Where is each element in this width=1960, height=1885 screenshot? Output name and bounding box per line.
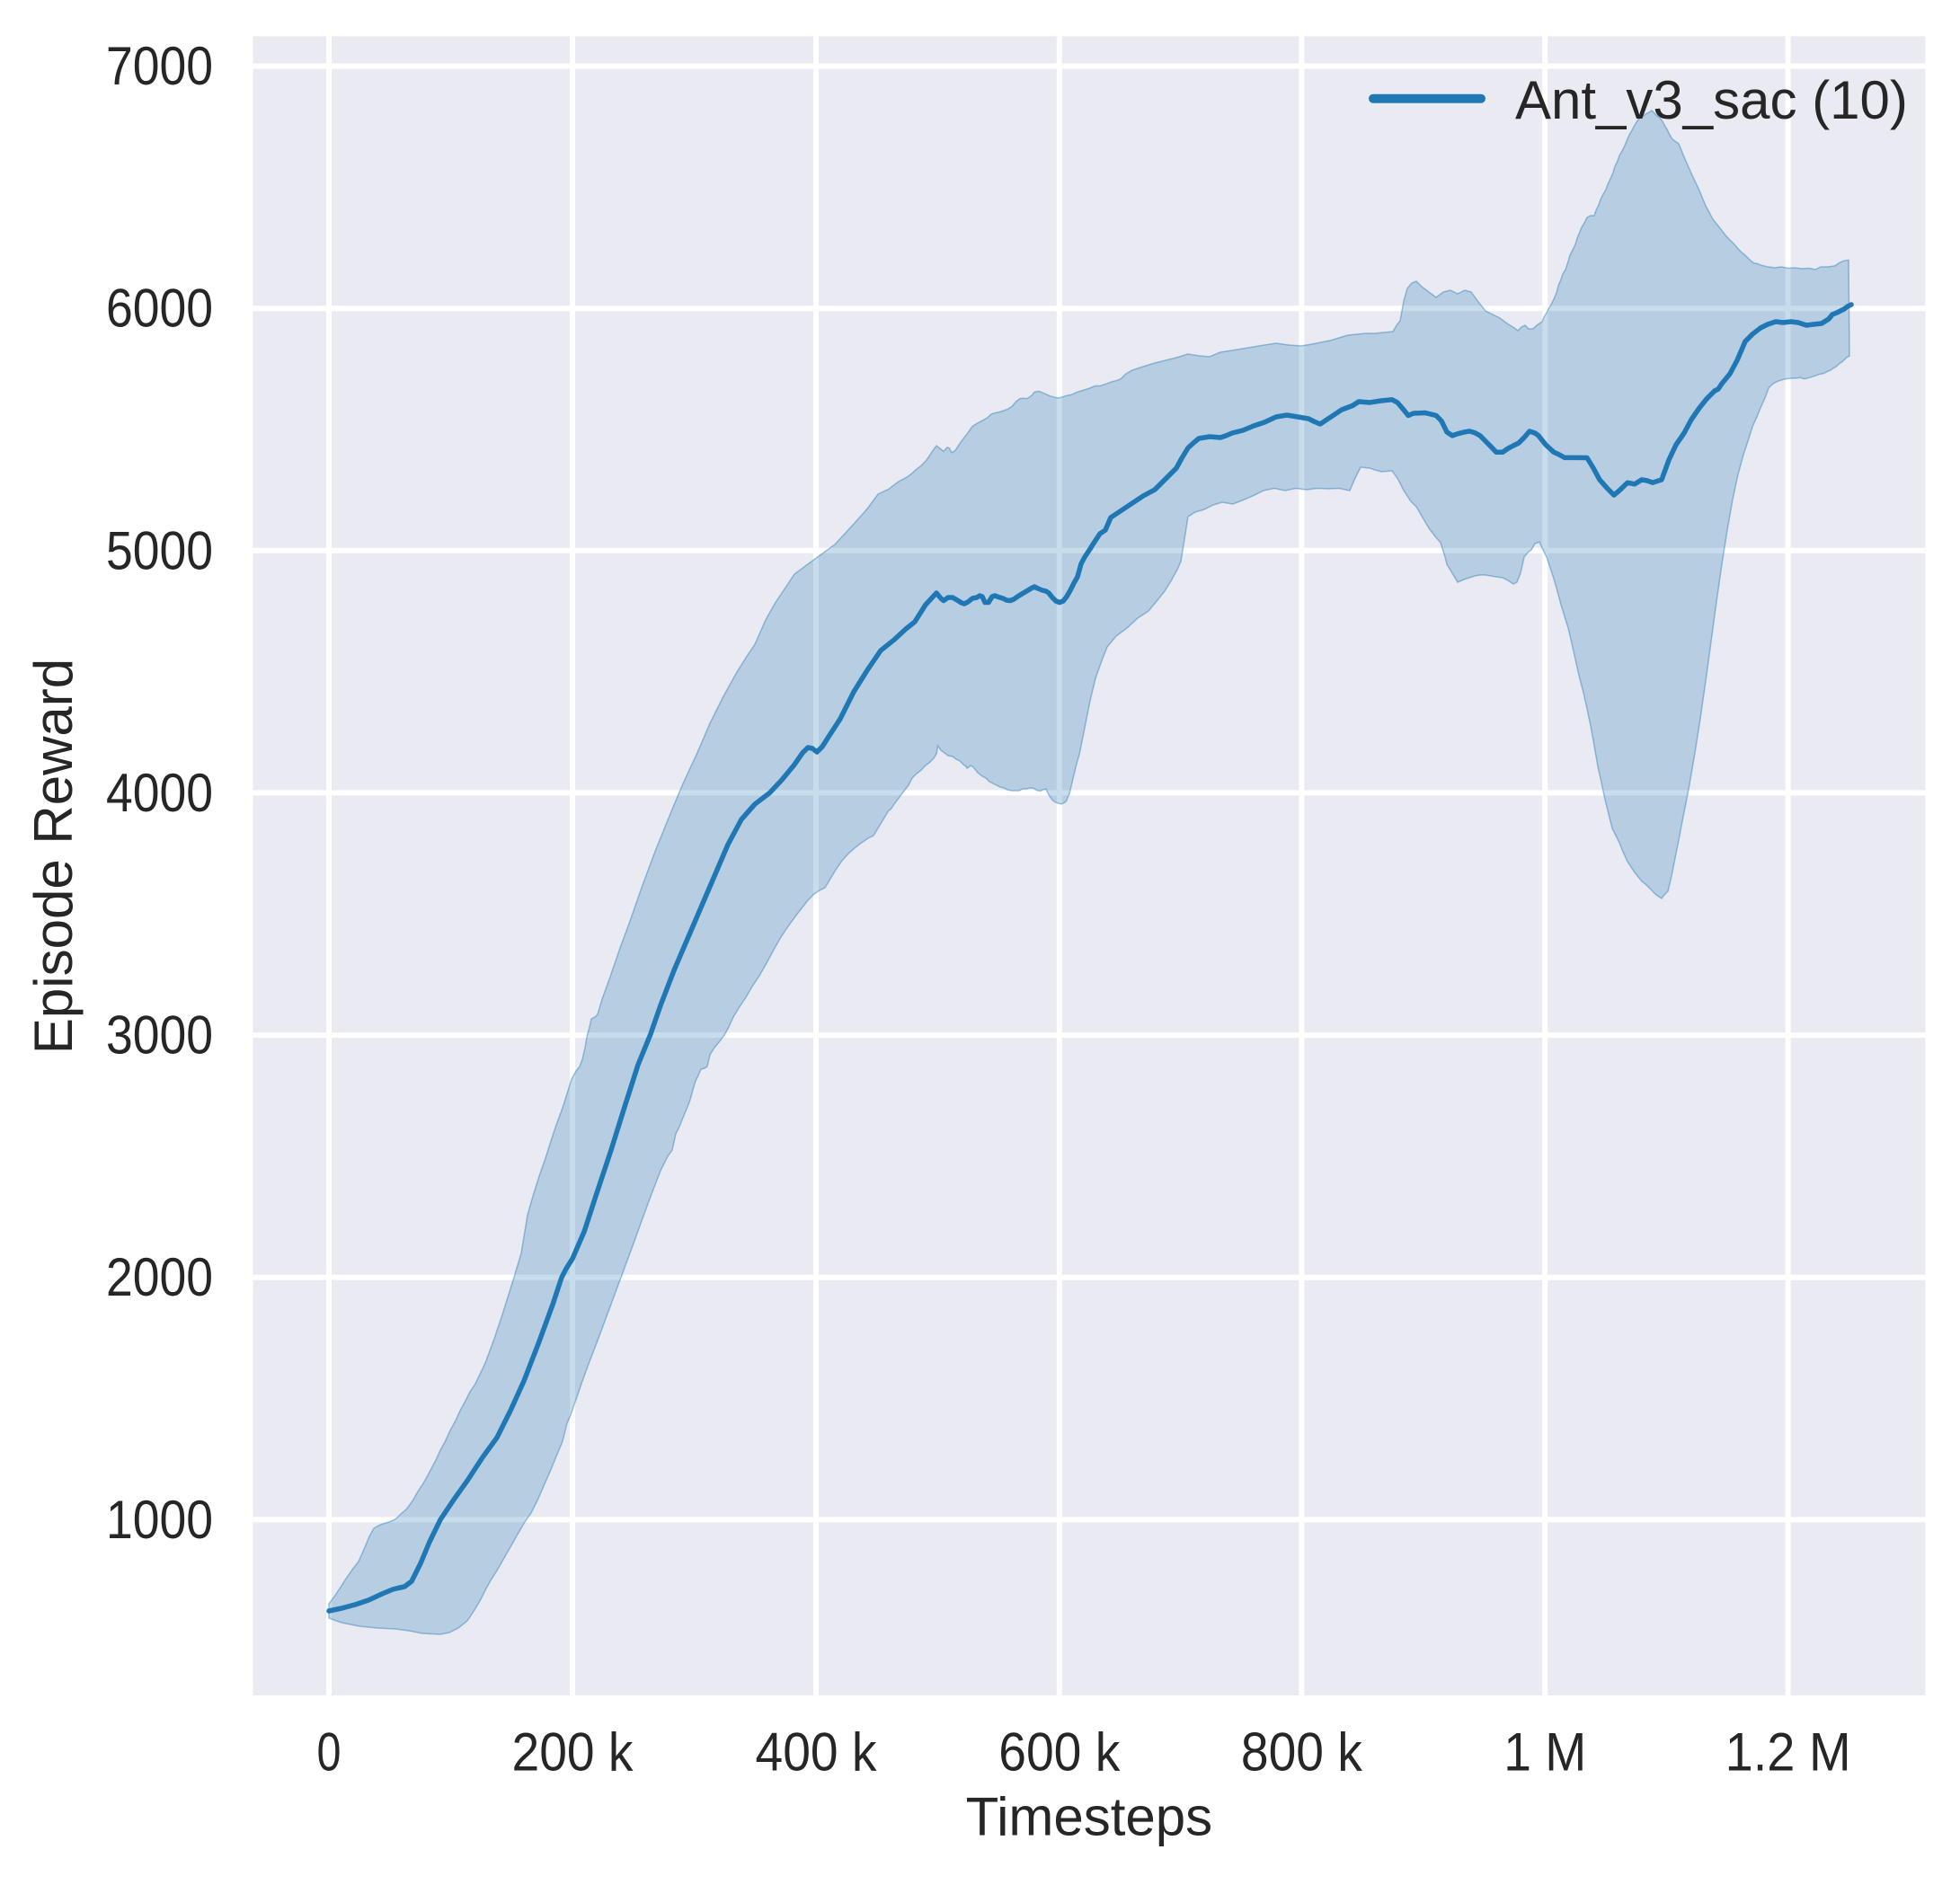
svg-text:200 k: 200 k (512, 1722, 634, 1783)
svg-text:4000: 4000 (106, 763, 213, 823)
svg-text:800 k: 800 k (1241, 1722, 1363, 1783)
svg-text:2000: 2000 (106, 1247, 213, 1307)
svg-text:6000: 6000 (106, 279, 213, 339)
svg-text:400 k: 400 k (756, 1722, 878, 1783)
svg-text:Timesteps: Timesteps (966, 1787, 1213, 1847)
svg-text:0: 0 (317, 1722, 341, 1783)
svg-text:1000: 1000 (106, 1490, 213, 1550)
svg-text:3000: 3000 (106, 1005, 213, 1066)
svg-text:Episode Reward: Episode Reward (23, 659, 84, 1054)
svg-text:5000: 5000 (106, 520, 213, 580)
svg-text:Ant_v3_sac (10): Ant_v3_sac (10) (1515, 70, 1908, 130)
svg-text:1 M: 1 M (1503, 1722, 1586, 1783)
svg-text:7000: 7000 (106, 36, 213, 96)
svg-text:1.2 M: 1.2 M (1725, 1722, 1851, 1783)
svg-text:600 k: 600 k (998, 1722, 1121, 1783)
